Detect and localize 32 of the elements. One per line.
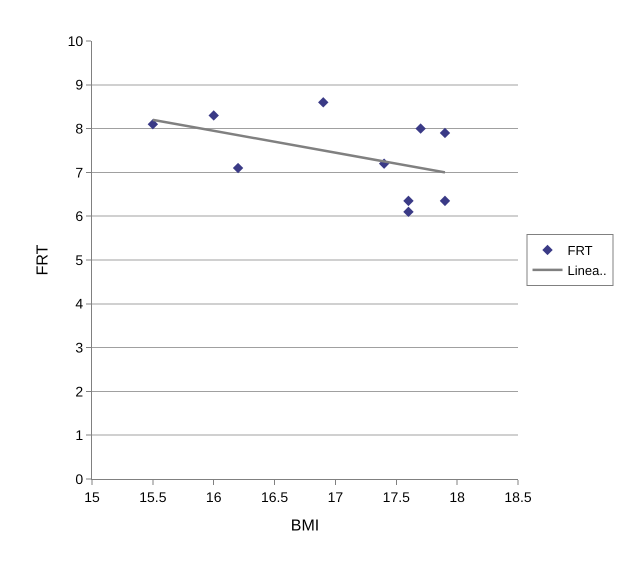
- point: [415, 123, 426, 134]
- x-tick-label: 17.5: [382, 488, 410, 505]
- point: [232, 162, 244, 174]
- point: [403, 206, 414, 218]
- legend-label: Linea..: [568, 262, 607, 278]
- y-axis-title: FRT: [34, 244, 52, 276]
- x-tick-label: 18: [449, 488, 466, 505]
- point: [148, 119, 158, 130]
- y-tick-label: 7: [75, 164, 84, 180]
- x-tick-label: 16.5: [260, 488, 288, 505]
- y-tick-label: 5: [75, 252, 84, 268]
- y-tick-label: 2: [75, 383, 84, 400]
- y-tick-label: 1: [75, 427, 84, 444]
- point: [403, 196, 414, 206]
- point: [440, 196, 450, 206]
- x-tick-label: 17: [328, 488, 344, 505]
- y-tick-label: 10: [68, 32, 84, 49]
- y-tick-label: 6: [75, 208, 84, 224]
- x-tick-label: 16: [206, 488, 222, 505]
- x-axis-title: BMI: [290, 518, 320, 534]
- point: [440, 128, 450, 138]
- y-tick-label: 0: [75, 470, 84, 487]
- point: [318, 97, 328, 108]
- y-tick-label: 8: [75, 120, 84, 136]
- x-tick-label: 15.5: [139, 488, 167, 505]
- legend-label: FRT: [568, 243, 593, 258]
- x-tick-label: 18.5: [504, 488, 532, 505]
- x-tick-label: 15: [84, 488, 100, 505]
- point: [208, 110, 219, 121]
- y-tick-label: 3: [75, 340, 84, 356]
- y-tick-label: 9: [75, 76, 84, 93]
- y-tick-label: 4: [75, 296, 84, 312]
